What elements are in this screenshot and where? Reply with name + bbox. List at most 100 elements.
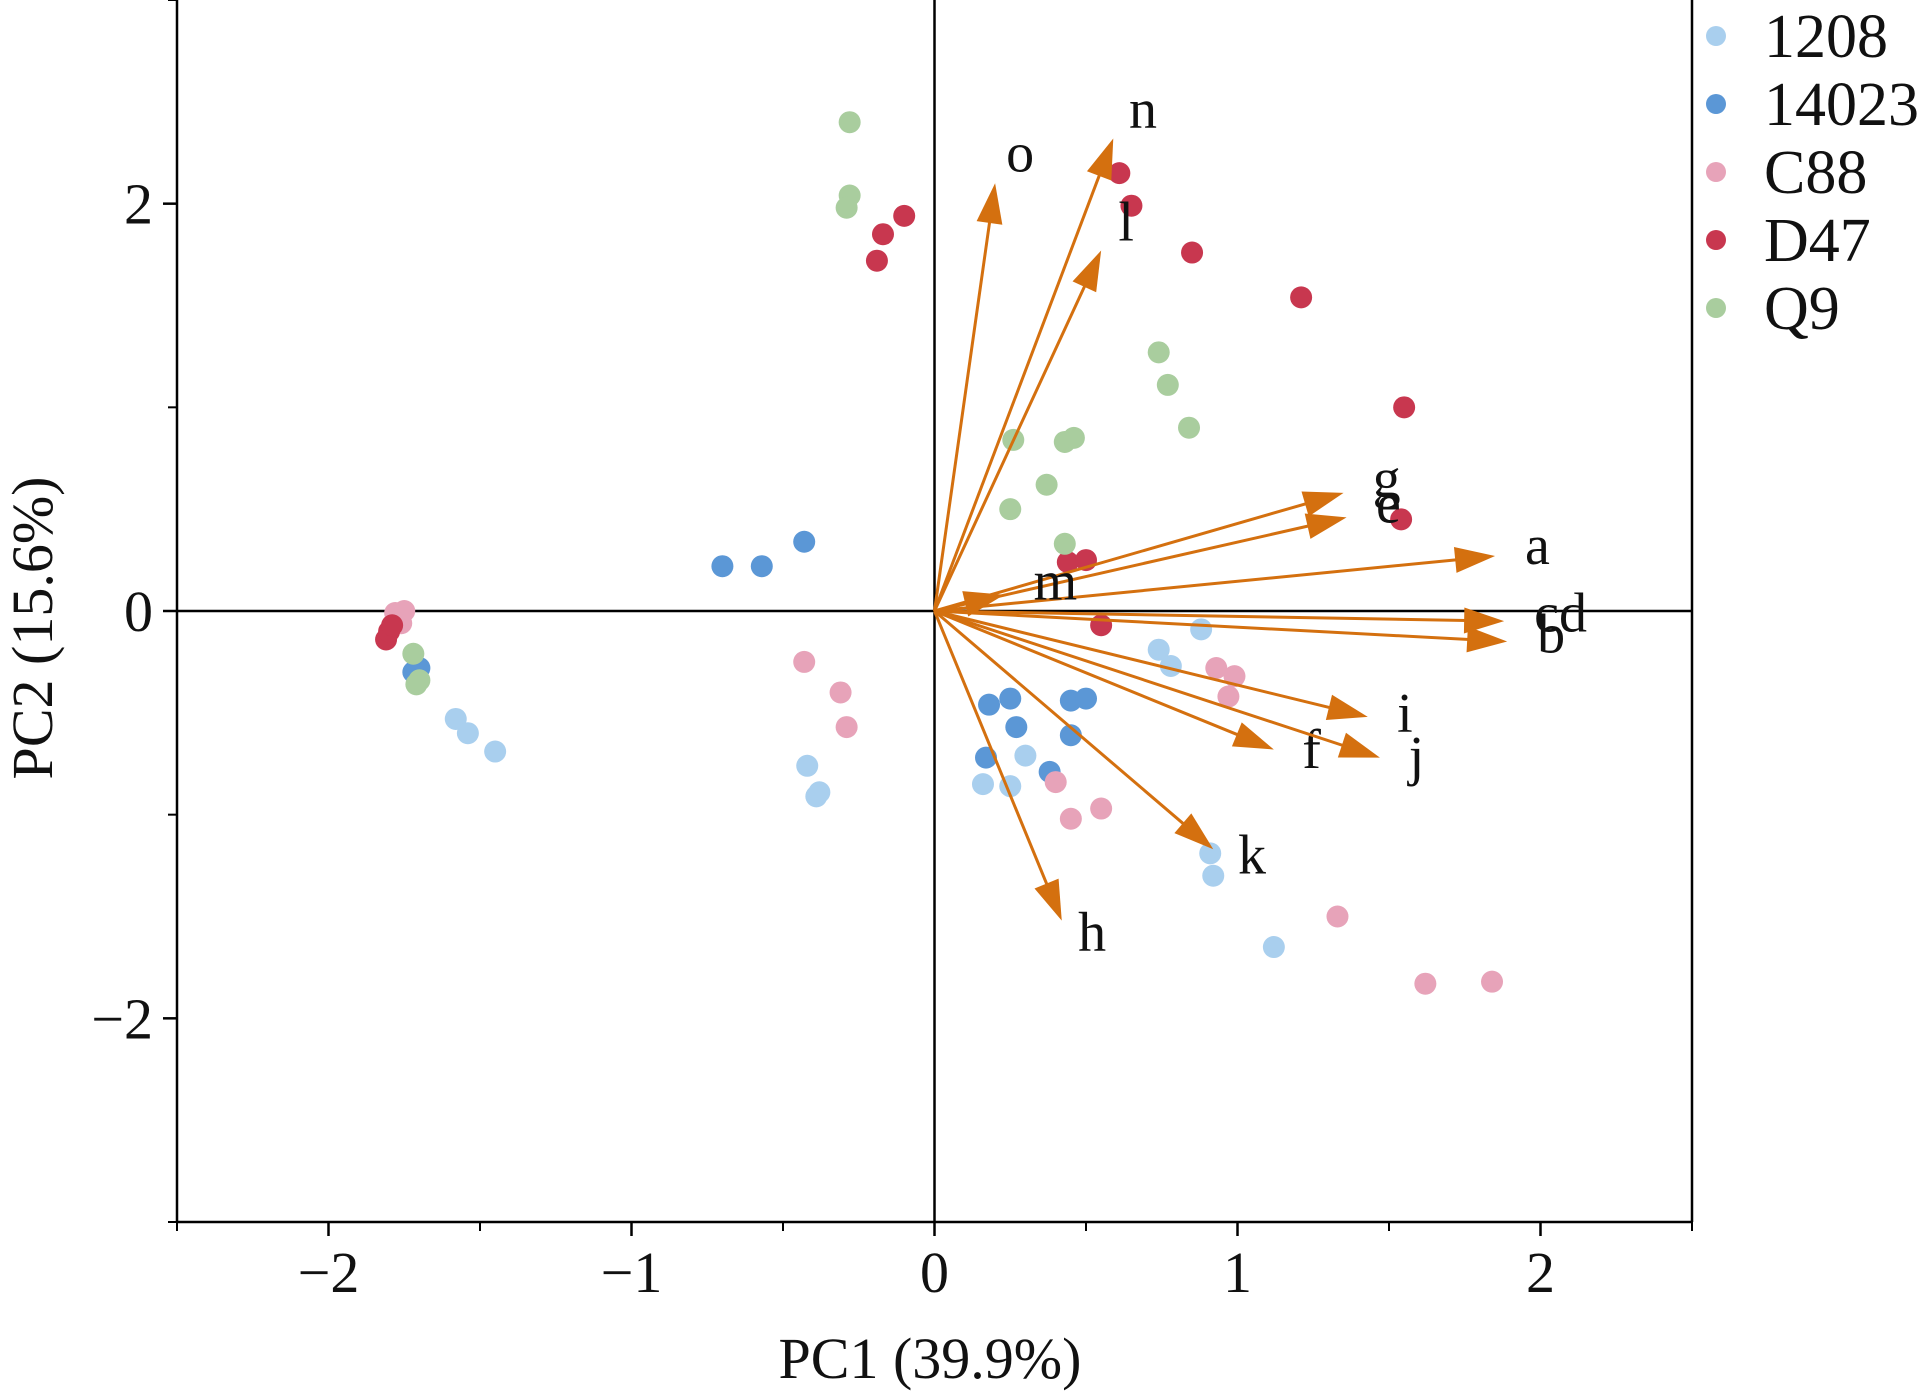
loading-label: o [1006,123,1034,185]
data-point [1481,970,1504,993]
data-point [835,196,858,219]
loading-vector [934,609,1484,642]
legend-marker [1706,94,1726,114]
loading-label: m [1034,551,1078,613]
data-point [1147,638,1170,661]
data-point [1108,162,1131,185]
data-point [1390,508,1413,531]
x-tick-label: 1 [1223,1240,1252,1305]
data-point [1199,842,1222,865]
data-point [711,555,734,578]
legend-label: 1208 [1764,3,1888,71]
loading-arrowhead [1086,138,1114,181]
y-axis-title: PC2 (15.6%) [0,477,65,780]
x-axis-title: PC1 (39.9%) [779,1326,1082,1391]
data-point [1059,724,1082,747]
data-point [871,223,894,246]
data-point [1075,687,1097,710]
loading-arrowhead [1304,513,1347,539]
legend-marker [1706,26,1726,46]
loading-vector [934,609,1345,713]
legend-label: 14023 [1764,71,1918,139]
loading-arrowhead [1325,694,1368,721]
y-tick-label: −2 [91,986,153,1051]
legend-label: D47 [1764,207,1871,275]
loading-vector [934,556,1472,613]
loading-arrowhead [1072,250,1102,293]
data-point [1414,972,1437,995]
data-point [1059,807,1082,830]
loading-arrowhead [1301,491,1344,517]
legend-marker [1706,230,1726,250]
loading-vector [933,271,1093,612]
loading-arrowhead [1174,813,1214,850]
data-point [456,722,479,745]
loading-arrowhead [1463,607,1505,634]
loading-arrowhead [1231,722,1274,750]
loading-label: b [1537,604,1565,666]
loading-arrowhead [976,183,1003,225]
loading-label: k [1238,825,1266,887]
data-point [1062,426,1085,449]
data-point [1181,241,1204,264]
data-point [1326,905,1349,928]
loading-vector [934,609,1481,623]
legend-marker [1706,162,1726,182]
loading-vector [933,206,994,612]
data-point [1147,341,1170,364]
loading-label: j [1407,726,1425,788]
data-point [1005,716,1028,739]
data-point [793,650,816,673]
loading-vector [933,610,1055,899]
data-point [1044,771,1067,794]
data-point [893,204,916,227]
data-point [381,614,404,637]
y-tick-label: 0 [124,579,153,644]
data-point [796,754,819,777]
data-point [978,693,1001,716]
data-point [1156,373,1179,396]
data-point [1290,286,1313,309]
loading-arrowhead [1453,546,1496,573]
data-point [793,530,816,553]
data-point [999,687,1022,710]
x-tick-label: 0 [920,1240,949,1305]
loading-vector [933,160,1107,612]
data-point [999,498,1022,521]
loading-label: h [1078,902,1106,964]
loading-vector [933,609,1253,742]
data-point [750,555,773,578]
data-point [838,111,861,134]
y-tick-label: 2 [124,172,153,237]
data-point [1217,685,1240,708]
data-point [829,681,852,704]
data-point [1053,532,1076,555]
data-point [402,642,425,665]
points-group [375,111,1504,995]
data-point [1090,614,1113,637]
data-point [1262,936,1285,959]
loading-vector [934,609,1358,752]
data-point [1393,396,1416,419]
data-point [1014,744,1037,767]
data-point [484,740,507,763]
x-tick-label: −2 [298,1240,360,1305]
data-point [405,673,428,696]
data-point [1090,797,1113,820]
loading-label: e [1376,473,1401,535]
data-point [1056,551,1079,574]
legend-label: Q9 [1764,275,1840,343]
data-point [1035,473,1058,496]
loading-label: i [1397,683,1413,745]
data-point [1202,864,1225,887]
ticks-group: −2 −1 0 1 2 −2 0 2 [91,0,1693,1305]
loading-vector [934,498,1321,613]
loading-label: n [1129,79,1157,141]
loading-vector [933,609,1196,835]
loading-arrowhead [1034,878,1062,921]
x-tick-label: 2 [1526,1240,1555,1305]
